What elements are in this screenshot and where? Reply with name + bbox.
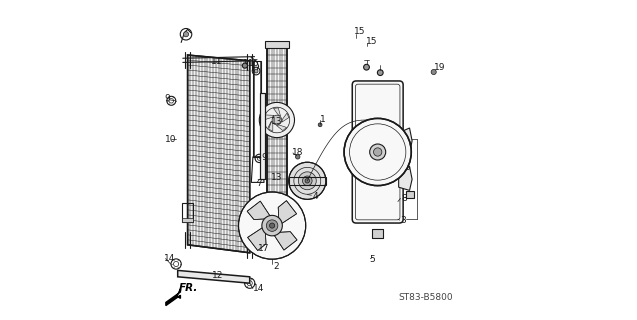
Text: 19: 19 <box>434 63 446 72</box>
Circle shape <box>289 162 326 199</box>
Circle shape <box>262 215 282 236</box>
Bar <box>260 93 265 179</box>
Polygon shape <box>278 201 297 225</box>
Circle shape <box>373 148 382 156</box>
Circle shape <box>344 118 412 186</box>
Polygon shape <box>166 289 180 306</box>
Circle shape <box>364 64 369 70</box>
Text: 11: 11 <box>211 57 222 66</box>
Circle shape <box>318 123 322 127</box>
Text: 15: 15 <box>366 37 377 46</box>
Text: 5: 5 <box>369 255 375 264</box>
Circle shape <box>377 70 383 76</box>
Polygon shape <box>265 115 274 120</box>
Text: 2: 2 <box>273 262 278 271</box>
Polygon shape <box>282 113 289 122</box>
Text: 14: 14 <box>253 284 264 293</box>
Circle shape <box>431 69 436 75</box>
Bar <box>372 229 383 238</box>
Bar <box>182 203 194 222</box>
Circle shape <box>369 144 385 160</box>
Text: 14: 14 <box>164 254 176 263</box>
Circle shape <box>303 176 312 186</box>
Bar <box>372 229 383 238</box>
Circle shape <box>305 179 310 183</box>
Bar <box>267 48 287 205</box>
Polygon shape <box>248 226 266 251</box>
Polygon shape <box>273 232 297 250</box>
Polygon shape <box>188 55 250 253</box>
Text: 17: 17 <box>258 244 269 253</box>
Polygon shape <box>276 125 287 131</box>
Circle shape <box>238 192 306 259</box>
Bar <box>253 61 261 157</box>
Text: 15: 15 <box>354 28 365 36</box>
Polygon shape <box>269 121 273 132</box>
Bar <box>267 48 287 205</box>
Circle shape <box>269 223 275 228</box>
Text: 9: 9 <box>164 94 169 103</box>
Text: 7: 7 <box>256 180 262 188</box>
Polygon shape <box>247 201 272 220</box>
Circle shape <box>242 63 247 68</box>
Text: 13: 13 <box>271 117 283 126</box>
Text: 8: 8 <box>401 194 407 203</box>
Text: 16: 16 <box>247 60 259 68</box>
Text: 6: 6 <box>404 163 410 172</box>
Bar <box>406 191 414 198</box>
Bar <box>289 177 326 185</box>
Text: 13: 13 <box>271 173 283 182</box>
Bar <box>182 218 194 222</box>
Circle shape <box>298 172 316 190</box>
Text: ST83-B5800: ST83-B5800 <box>398 293 453 302</box>
FancyBboxPatch shape <box>352 81 403 223</box>
Circle shape <box>259 102 294 138</box>
Bar <box>265 41 289 48</box>
Circle shape <box>272 115 282 125</box>
Text: 9: 9 <box>261 153 267 162</box>
Bar <box>260 93 265 179</box>
Text: 3: 3 <box>401 216 406 225</box>
Bar <box>265 204 289 211</box>
Text: FR.: FR. <box>178 284 198 293</box>
Text: 18: 18 <box>292 148 304 157</box>
Text: 10: 10 <box>165 135 176 144</box>
Polygon shape <box>273 108 280 116</box>
Polygon shape <box>178 270 250 283</box>
Text: 12: 12 <box>212 271 224 280</box>
Circle shape <box>254 69 258 73</box>
Polygon shape <box>399 128 412 154</box>
Bar <box>254 61 260 157</box>
Circle shape <box>296 155 300 159</box>
Text: 1: 1 <box>320 115 326 124</box>
Circle shape <box>183 32 189 37</box>
Circle shape <box>266 220 278 231</box>
Polygon shape <box>399 166 412 190</box>
Text: 4: 4 <box>312 192 318 201</box>
